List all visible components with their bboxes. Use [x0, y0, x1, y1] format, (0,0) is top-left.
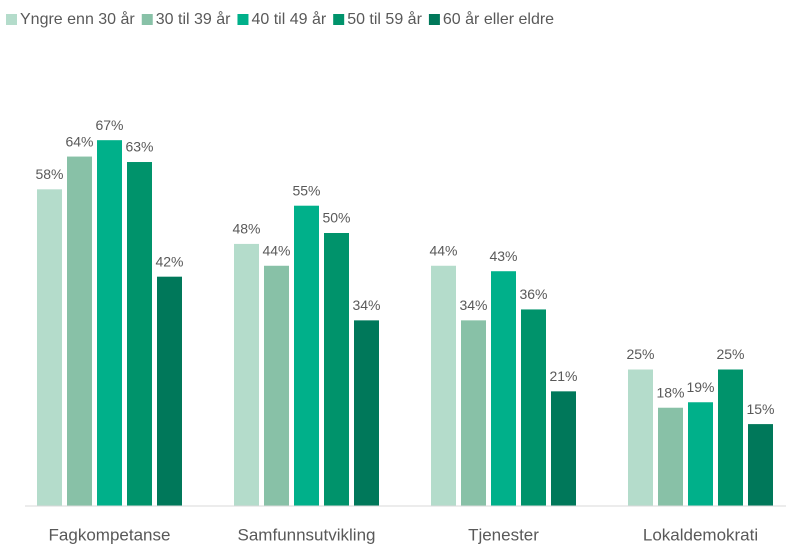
bar: [658, 407, 683, 506]
legend-swatch: [141, 14, 153, 25]
bar: [461, 320, 486, 506]
data-label: 48%: [232, 221, 260, 237]
bar: [628, 369, 653, 506]
data-label: 21%: [549, 368, 577, 384]
bar: [157, 276, 182, 506]
legend-swatch: [6, 14, 17, 25]
legend-swatch: [333, 14, 345, 25]
bar: [354, 320, 379, 506]
data-label: 15%: [746, 401, 774, 417]
bar: [431, 265, 456, 506]
bar: [551, 391, 576, 506]
data-label: 63%: [125, 139, 153, 155]
data-label: 25%: [716, 346, 744, 362]
bar: [67, 156, 92, 506]
legend-label: 50 til 59 år: [347, 10, 422, 28]
legend-label: 30 til 39 år: [156, 10, 231, 28]
x-tick-label: Samfunnsutvikling: [238, 525, 376, 544]
bar: [97, 140, 122, 506]
data-label: 64%: [65, 133, 93, 149]
data-label: 50%: [322, 210, 350, 226]
bar: [688, 402, 713, 506]
bar: [324, 233, 349, 506]
legend-swatch: [237, 14, 249, 25]
legend-label: 40 til 49 år: [251, 10, 326, 28]
data-label: 67%: [95, 117, 123, 133]
x-tick-label: Tjenester: [468, 525, 539, 544]
data-label: 58%: [35, 166, 63, 182]
legend-label: Yngre enn 30 år: [20, 10, 135, 28]
data-label: 18%: [656, 384, 684, 400]
legend-swatch: [428, 14, 440, 25]
x-tick-label: Fagkompetanse: [49, 525, 171, 544]
legend-label: 60 år eller eldre: [443, 10, 554, 28]
data-label: 44%: [429, 242, 457, 258]
data-label: 55%: [292, 182, 320, 198]
bar: [37, 189, 62, 506]
bar: [718, 369, 743, 506]
x-tick-label: Lokaldemokrati: [643, 525, 758, 544]
data-label: 44%: [262, 242, 290, 258]
data-label: 36%: [519, 286, 547, 302]
bar: [127, 162, 152, 506]
bar: [521, 309, 546, 506]
bar: [264, 265, 289, 506]
data-label: 34%: [459, 297, 487, 313]
bar: [491, 271, 516, 506]
bar: [294, 205, 319, 506]
data-label: 42%: [155, 253, 183, 269]
bar: [748, 424, 773, 506]
data-label: 43%: [489, 248, 517, 264]
bar: [234, 243, 259, 507]
data-label: 19%: [686, 379, 714, 395]
data-label: 34%: [352, 297, 380, 313]
data-label: 25%: [626, 346, 654, 362]
